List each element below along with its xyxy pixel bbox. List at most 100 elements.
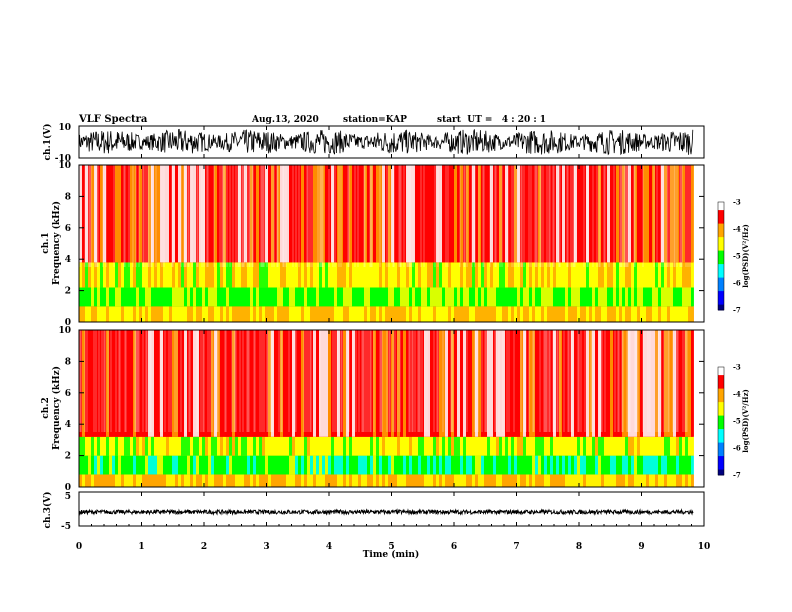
spectrogram-cell [451,306,454,322]
spectrogram-cell [487,474,490,487]
spectrogram-cell [658,474,661,487]
spectrogram-cell [400,306,403,322]
spectrogram-cell [214,474,217,487]
spectrogram-cell [181,474,184,487]
spectrogram-cell [289,474,292,487]
spectrogram-cell [628,474,631,487]
spectrogram-cell [169,455,172,475]
spectrogram-cell [172,474,175,487]
spectrogram-cell [358,474,361,487]
spectrogram-cell [616,287,619,307]
spectrogram-cell [115,474,118,487]
spectrogram-cell [424,436,427,456]
spectrogram-cell [526,165,529,263]
spectrogram-cell [82,330,85,437]
spectrogram-cell [553,165,556,263]
spectrogram-cell [493,474,496,487]
spectrogram-cell [568,165,571,263]
spectrogram-cell [430,474,433,487]
spectrogram-cell [208,262,211,288]
spectrogram-cell [655,287,658,307]
spectrogram-cell [394,262,397,288]
spectrogram-cell [451,330,454,437]
spectrogram-cell [97,287,100,307]
spectrogram-cell [376,474,379,487]
spectrogram-cell [628,436,631,456]
spectrogram-cell [679,474,682,487]
spectrogram-cell [571,455,574,475]
spectrogram-cell [205,455,208,475]
spectrogram-cell [376,330,379,437]
spectrogram-cell [82,306,85,322]
spectrogram-cell [79,330,82,437]
spectrogram-cell [361,165,364,263]
spectrogram-cell [463,287,466,307]
spectrogram-cell [691,330,694,437]
colorbar-label: log(PSD)(V²/Hz) [741,389,750,453]
x-tick-label: 8 [576,542,582,552]
spectrogram-cell [250,306,253,322]
spectrogram-cell [679,306,682,322]
spectrogram-cell [388,262,391,288]
spectrogram-cell [529,330,532,437]
spectrogram-cell [460,436,463,456]
spectrogram-cell [295,287,298,307]
colorbar-cell [718,399,724,403]
spectrogram-cell [415,436,418,456]
spectrogram-cell [295,262,298,288]
spectrogram-cell [379,455,382,475]
spec-ytick-label: 10 [58,161,71,171]
spectrogram-cell [280,474,283,487]
spectrogram-cell [490,287,493,307]
spectrogram-cell [625,165,628,263]
spectrogram-cell [484,262,487,288]
spectrogram-cell [568,262,571,288]
spectrogram-cell [643,330,646,437]
spectrogram-cell [181,455,184,475]
spectrogram-cell [136,306,139,322]
colorbar-cell [718,229,724,233]
spectrogram-cell [556,262,559,288]
spectrogram-cell [262,165,265,263]
spectrogram-cell [226,262,229,288]
spectrogram-cell [304,287,307,307]
spectrogram-cell [178,262,181,288]
spectrogram-cell [244,455,247,475]
spectrogram-cell [298,455,301,475]
colorbar-cell [718,245,724,249]
spectrogram-cell [217,165,220,263]
spectrogram-cell [529,306,532,322]
spectrogram-cell [664,287,667,307]
spectrogram-cell [514,165,517,263]
spectrogram-cell [460,455,463,475]
spectrogram-cell [115,165,118,263]
spectrogram-cell [670,455,673,475]
colorbar-cell [718,280,724,284]
colorbar-cell [718,377,724,381]
spectrogram-cell [370,330,373,437]
spectrogram-cell [181,165,184,263]
spectrogram-cell [652,436,655,456]
spectrogram-cell [148,436,151,456]
spectrogram-cell [379,474,382,487]
spectrogram-cell [178,165,181,263]
spectrogram-cell [136,474,139,487]
spectrogram-cell [313,330,316,437]
spectrogram-cell [472,165,475,263]
spectrogram-cell [442,455,445,475]
spectrogram-cell [121,436,124,456]
spectrogram-cell [628,287,631,307]
spectrogram-cell [589,287,592,307]
spectrogram-cell [190,474,193,487]
spectrogram-cell [157,330,160,437]
spectrogram-cell [178,455,181,475]
spectrogram-cell [622,287,625,307]
spectrogram-cell [202,262,205,288]
spectrogram-cell [592,306,595,322]
spectrogram-cell [658,165,661,263]
spectrogram-cell [223,436,226,456]
spectrogram-cell [88,455,91,475]
spectrogram-cell [340,287,343,307]
spectrogram-cell [310,436,313,456]
